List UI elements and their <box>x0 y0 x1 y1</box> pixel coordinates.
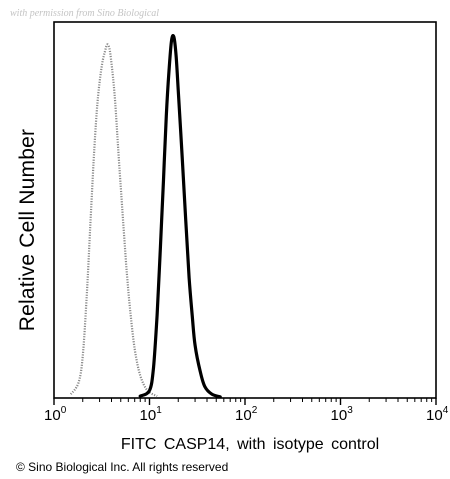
CASP14-histogram-line <box>138 34 222 399</box>
copyright-text: © Sino Biological Inc. All rights reserv… <box>16 460 229 474</box>
x-axis-ticks: 100 101 102 103 104 <box>44 398 449 424</box>
x-tick-label: 102 <box>235 405 258 424</box>
isotype-control-histogram-line <box>69 43 158 398</box>
x-axis-label: FITC CASP14, with isotype control <box>120 436 380 453</box>
watermark-text: with permission from Sino Biological <box>10 8 160 19</box>
x-tick-label: 103 <box>331 405 354 424</box>
x-tick-label: 101 <box>140 405 163 424</box>
plot-frame <box>53 21 437 399</box>
data-series <box>69 34 222 399</box>
x-tick-label: 100 <box>44 405 67 424</box>
x-tick-label: 104 <box>426 405 449 424</box>
y-axis-label: Relative Cell Number <box>16 128 39 332</box>
